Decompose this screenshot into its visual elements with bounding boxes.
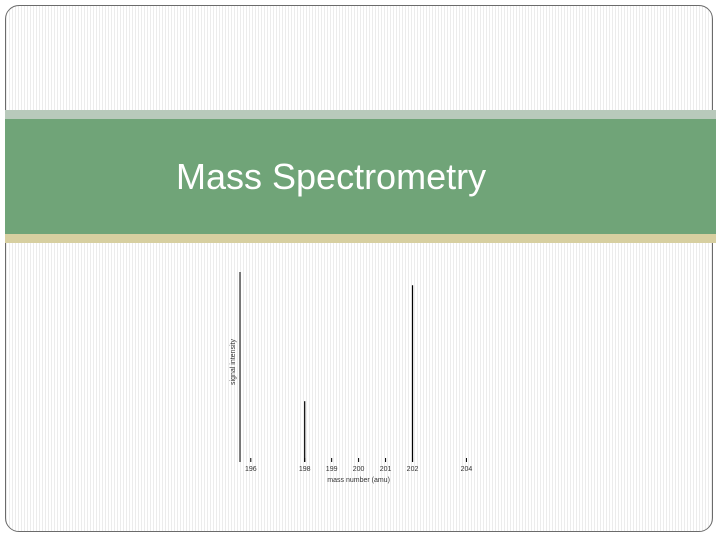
x-tick-label: 199 — [326, 466, 338, 473]
slide-title: Mass Spectrometry — [176, 156, 487, 197]
x-tick-label: 202 — [407, 466, 419, 473]
slide-frame — [5, 5, 713, 532]
x-tick-label: 201 — [380, 466, 392, 473]
y-axis-label: signal intensity — [230, 339, 237, 385]
spectrum-peaks — [304, 285, 414, 462]
x-axis-label: mass number (amu) — [327, 477, 390, 484]
x-tick-label: 204 — [461, 466, 473, 473]
title-band — [5, 119, 716, 234]
title-band-bottom-stripe — [5, 234, 716, 243]
title-band-top-stripe — [5, 110, 716, 119]
x-axis-ticks: 196 198 199 200 201 202 204 — [245, 458, 472, 473]
x-tick-label: 200 — [353, 466, 365, 473]
x-tick-label: 198 — [299, 466, 311, 473]
x-tick-label: 196 — [245, 466, 257, 473]
